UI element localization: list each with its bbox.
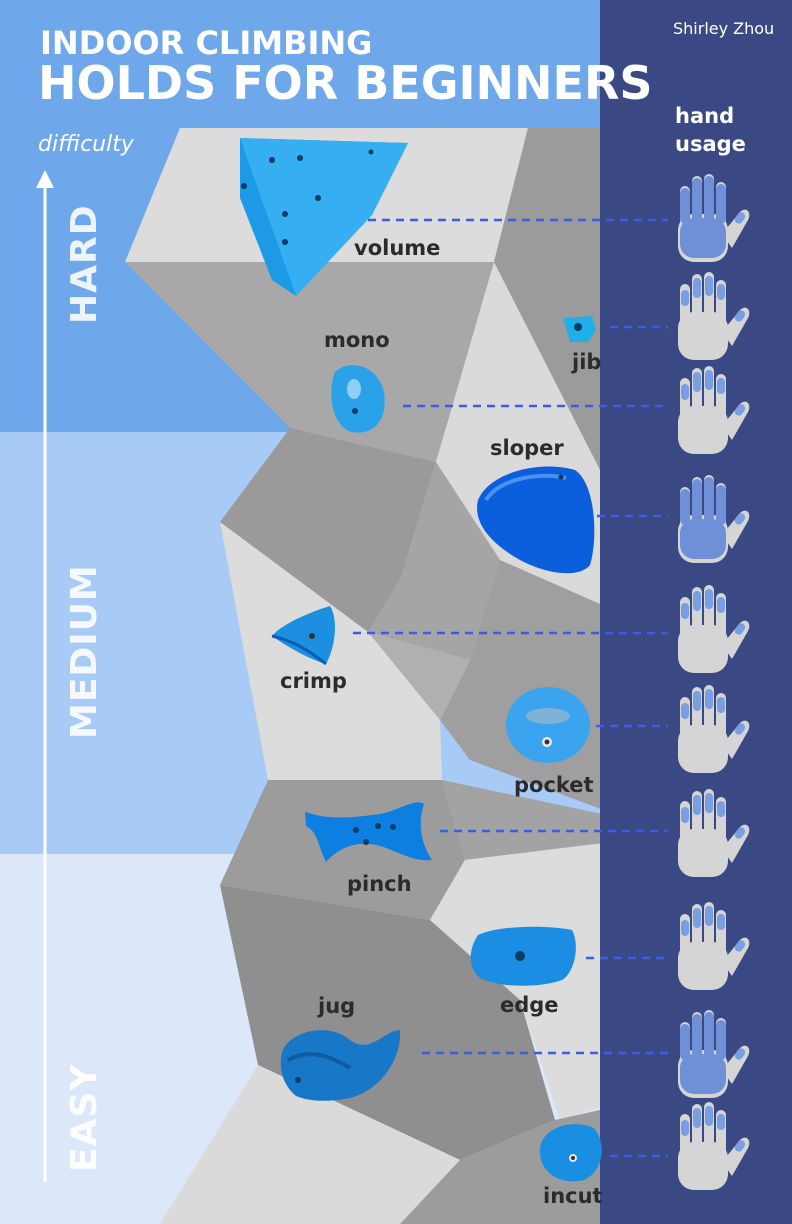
hand-icon-jug	[678, 1010, 750, 1098]
incut-hold	[539, 1124, 602, 1182]
jug-hold	[280, 1030, 401, 1101]
mono-hold	[331, 365, 385, 433]
hand-icon-crimp	[678, 585, 750, 673]
pinch-hold	[305, 802, 432, 862]
volume-hold	[240, 138, 408, 296]
label-jib: jib	[572, 350, 602, 374]
hand-usage-header: hand usage	[675, 102, 746, 158]
sloper-hold	[477, 466, 595, 574]
label-mono: mono	[324, 328, 390, 352]
hand-column-edge	[600, 0, 640, 1224]
level-easy: EASY	[64, 1063, 105, 1172]
label-sloper: sloper	[490, 436, 564, 460]
level-medium: MEDIUM	[64, 564, 105, 739]
hand-usage-header-line1: hand	[675, 104, 735, 128]
hand-icon-pocket	[678, 685, 750, 773]
author-name: Shirley Zhou	[673, 19, 775, 38]
difficulty-label: difficulty	[38, 132, 134, 157]
label-incut: incut	[543, 1184, 603, 1208]
hand-icon-sloper	[678, 475, 750, 563]
title-line-1: INDOOR CLIMBING	[40, 24, 373, 62]
hand-icon-mono	[678, 366, 750, 454]
hand-icon-pinch	[678, 789, 750, 877]
label-edge: edge	[500, 993, 559, 1017]
difficulty-arrow	[36, 170, 54, 1182]
hand-icon-jib	[678, 272, 750, 360]
label-volume: volume	[354, 236, 441, 260]
level-hard: HARD	[64, 204, 105, 324]
crimp-hold	[271, 606, 335, 666]
pocket-hold	[506, 687, 590, 763]
hand-icon-volume	[678, 174, 750, 262]
title-line-2: HOLDS FOR BEGINNERS	[38, 56, 653, 110]
label-pinch: pinch	[347, 872, 412, 896]
label-crimp: crimp	[280, 669, 347, 693]
edge-hold	[470, 926, 576, 986]
hand-usage-header-line2: usage	[675, 132, 746, 156]
jib-hold	[563, 316, 596, 342]
connector-lines	[353, 218, 668, 1158]
hand-icon-incut	[678, 1102, 750, 1190]
label-pocket: pocket	[514, 773, 594, 797]
label-jug: jug	[318, 994, 356, 1018]
hand-icon-edge	[678, 902, 750, 990]
